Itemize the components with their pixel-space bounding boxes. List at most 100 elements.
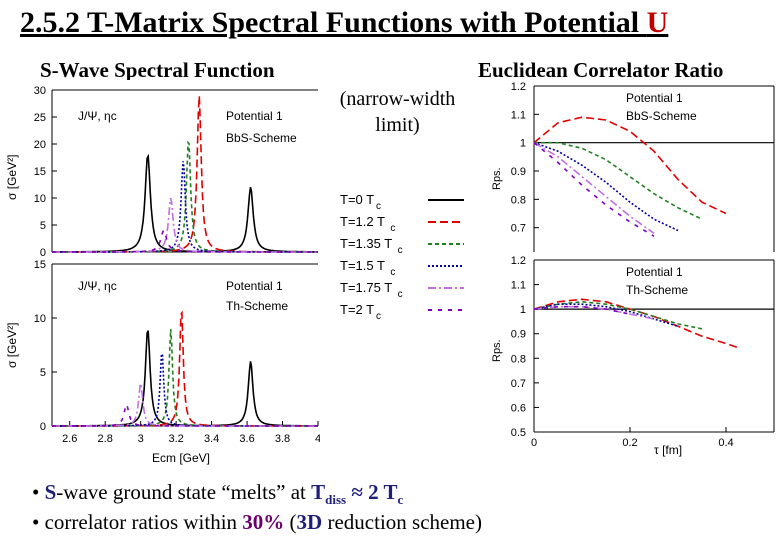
series-line — [533, 300, 703, 330]
ylabel: σ [GeV²] — [5, 323, 19, 368]
y-tick-label: 1.2 — [511, 81, 526, 93]
y-tick-label: 0.8 — [511, 194, 526, 206]
bullet-1-s: S — [44, 480, 57, 504]
chart-annot-line2: BbS-Scheme — [226, 131, 297, 145]
legend-sub: c — [390, 223, 395, 234]
bullet-dot: • — [32, 510, 40, 534]
bullet-2-text3: reduction scheme) — [322, 510, 482, 534]
y-tick-label: 1 — [520, 138, 526, 150]
page-title: 2.5.2 T-Matrix Spectral Functions with P… — [20, 6, 669, 39]
series-line — [533, 303, 679, 328]
chart-annot-line1: Potential 1 — [226, 109, 283, 123]
legend-label: T=1.5 T — [340, 258, 385, 273]
xlabel: τ [fm] — [654, 443, 682, 457]
ylabel: Rps. — [491, 339, 503, 362]
chart-annot-line1: Potential 1 — [626, 265, 683, 279]
chart-annot-line2: Th-Scheme — [226, 299, 288, 313]
series-line — [52, 161, 318, 253]
note-line-2: limit) — [375, 114, 420, 136]
bullet-1-approx: ≈ 2 — [346, 480, 384, 504]
y-tick-label: 0.7 — [511, 378, 526, 390]
chart-annot-line1: Potential 1 — [226, 279, 283, 293]
series-line — [52, 310, 318, 427]
x-tick-label: 0 — [531, 437, 537, 449]
y-tick-label: 20 — [34, 139, 46, 151]
legend-label: T=0 T — [340, 192, 374, 207]
series-line — [533, 305, 631, 315]
narrow-width-note: (narrow-width limit) — [330, 86, 465, 138]
bullet-2-pct: 30% — [242, 510, 285, 534]
y-tick-label: 1.1 — [511, 109, 526, 121]
x-tick-label: 3.6 — [239, 433, 254, 445]
legend-label: T=1.75 T — [340, 280, 392, 295]
y-tick-label: 5 — [40, 220, 46, 232]
y-tick-label: 5 — [40, 367, 46, 379]
series-line — [533, 142, 655, 237]
bullet-2-3d: 3D — [296, 510, 323, 534]
legend-label: T=2 T — [340, 302, 374, 317]
y-tick-label: 1 — [520, 304, 526, 316]
spectral-chart-th: 0 5 10 15 2.6 2.8 3 3.2 3.4 3.6 3.8 4 σ [GeV²] Ecm… — [2, 258, 320, 472]
series-line — [533, 298, 741, 350]
y-tick-label: 25 — [34, 112, 46, 124]
chart-annot-line1: Potential 1 — [626, 91, 683, 105]
bullet-2: • correlator ratios within 30% (3D reduc… — [32, 510, 482, 535]
axes — [533, 259, 775, 433]
x-tick-label: 3.8 — [275, 433, 290, 445]
y-tick-label: 0 — [40, 421, 46, 433]
y-tick-label: 0.6 — [511, 402, 526, 414]
series-line — [533, 142, 655, 234]
bullet-1-t2: T — [383, 480, 398, 504]
series-line — [534, 141, 703, 220]
y-tick-label: 0.9 — [511, 329, 526, 341]
x-tick-label: 0.2 — [622, 437, 637, 449]
legend-sub: c — [390, 267, 395, 278]
legend-sub: c — [376, 201, 381, 212]
bullet-2-text2: ( — [284, 510, 297, 534]
legend-label: T=1.2 T — [340, 214, 385, 229]
series-line — [52, 95, 318, 253]
y-tick-label: 0.7 — [511, 223, 526, 235]
series-line — [533, 141, 679, 232]
y-tick-label: 10 — [34, 193, 46, 205]
bullet-1-t: T — [311, 480, 326, 504]
note-line-1: (narrow-width — [339, 88, 456, 110]
header-correlator-ratio: Euclidean Correlator Ratio — [478, 58, 724, 82]
y-tick-label: 15 — [34, 259, 46, 271]
bullet-1: • S-wave ground state “melts” at Tdiss ≈… — [32, 480, 403, 508]
legend-sub: c — [376, 311, 381, 322]
y-tick-label: 0.9 — [511, 166, 526, 178]
bullet-dot: • — [32, 480, 40, 504]
chart-annot-line2: Th-Scheme — [626, 283, 688, 297]
series-line — [52, 197, 318, 253]
x-tick-label: 0.4 — [718, 437, 733, 449]
x-tick-label: 2.8 — [98, 433, 113, 445]
title-u: U — [646, 6, 669, 39]
legend-sub: c — [398, 245, 403, 256]
x-tick-label: 3.4 — [204, 433, 219, 445]
x-tick-label: 2.6 — [62, 433, 77, 445]
bullet-1-text: -wave ground state “melts” at — [56, 480, 312, 504]
series-line — [52, 330, 318, 427]
bullet-1-c: c — [397, 492, 404, 508]
chart-legend-text: J/Ψ, ηc — [78, 279, 117, 293]
y-tick-label: 1.1 — [511, 280, 526, 292]
ylabel: Rps. — [491, 167, 503, 190]
spectral-chart-bbs: 0 5 10 15 20 25 30 σ [GeV²] J/Ψ, ηc Potential … — [2, 80, 320, 260]
series-line — [52, 229, 318, 253]
legend-label: T=1.35 T — [340, 236, 392, 251]
bullet-2-text: correlator ratios within — [39, 510, 243, 534]
x-tick-label: 4 — [315, 433, 320, 445]
series-line — [533, 116, 727, 215]
y-tick-label: 10 — [34, 313, 46, 325]
y-tick-label: 0 — [40, 247, 46, 259]
header-spectral-function: S-Wave Spectral Function — [40, 58, 275, 82]
ratio-chart-th: 1.2 1.1 1 0.9 0.8 0.7 0.6 0.5 0 0.2 0.4 Rps. τ [f… — [478, 252, 778, 460]
x-tick-label: 3.2 — [168, 433, 183, 445]
series-line — [52, 402, 318, 427]
chart-annot-line2: BbS-Scheme — [626, 109, 697, 123]
y-tick-label: 1.2 — [511, 255, 526, 267]
y-tick-label: 15 — [34, 166, 46, 178]
